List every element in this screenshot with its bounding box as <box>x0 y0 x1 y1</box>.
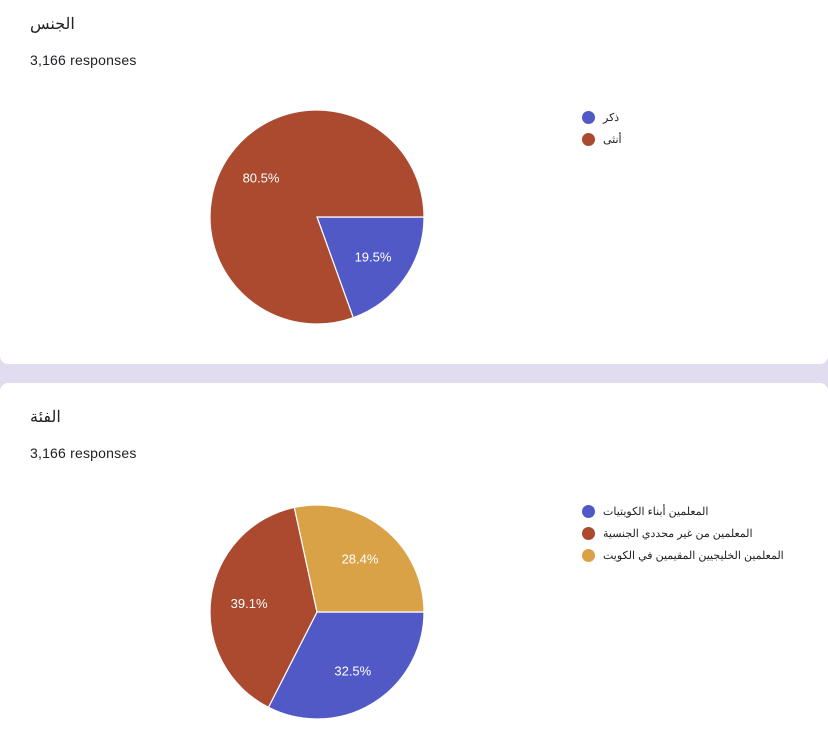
response-count: 3,166 responses <box>30 52 137 68</box>
legend-label: أنثى <box>603 133 622 146</box>
legend-swatch <box>582 110 595 124</box>
pie-slice[interactable] <box>267 611 425 720</box>
response-count: 3,166 responses <box>30 445 137 461</box>
gender-question-card: الجنس 3,166 responses 19.5% 80.5% ذكر أنثى <box>0 0 828 364</box>
gender-legend: ذكر أنثى <box>582 106 622 150</box>
legend-label: المعلمين أبناء الكويتيات <box>603 505 709 518</box>
category-pie-chart: 32.5% 39.1% 28.4% <box>209 504 425 720</box>
pie-slice-label: 39.1% <box>231 596 268 611</box>
pie-slice[interactable] <box>209 506 318 709</box>
category-legend: المعلمين أبناء الكويتيات المعلمين من غير … <box>582 500 784 566</box>
pie-slice[interactable] <box>316 216 425 319</box>
legend-swatch <box>582 526 595 540</box>
pie-slice-label: 28.4% <box>342 552 379 567</box>
pie-slice[interactable] <box>209 109 425 325</box>
pie-slice[interactable] <box>293 504 425 613</box>
legend-item[interactable]: ذكر <box>582 106 622 128</box>
question-title: الفئة <box>30 409 61 426</box>
legend-item[interactable]: المعلمين أبناء الكويتيات <box>582 500 784 522</box>
pie-slice-label: 32.5% <box>334 663 371 678</box>
legend-item[interactable]: المعلمين من غير محددي الجنسية <box>582 522 784 544</box>
legend-item[interactable]: المعلمين الخليجيين المقيمين في الكويت <box>582 544 784 566</box>
legend-label: المعلمين من غير محددي الجنسية <box>603 527 753 540</box>
category-question-card: الفئة 3,166 responses 32.5% 39.1% 28.4% ال… <box>0 383 828 732</box>
gender-pie-chart: 19.5% 80.5% <box>209 109 425 325</box>
pie-slice-label: 80.5% <box>243 171 280 186</box>
pie-slice-label: 19.5% <box>355 249 392 264</box>
legend-item[interactable]: أنثى <box>582 128 622 150</box>
legend-swatch <box>582 548 595 562</box>
legend-label: ذكر <box>603 111 620 124</box>
question-title: الجنس <box>30 16 75 33</box>
legend-swatch <box>582 132 595 146</box>
legend-label: المعلمين الخليجيين المقيمين في الكويت <box>603 549 784 562</box>
legend-swatch <box>582 504 595 518</box>
